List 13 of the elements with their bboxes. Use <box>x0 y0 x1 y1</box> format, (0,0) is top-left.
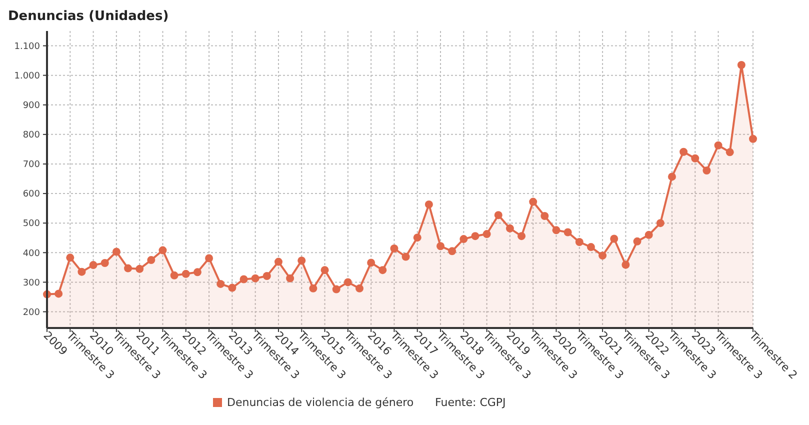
y-tick-label: 1.100 <box>14 42 40 52</box>
legend-label: Denuncias de violencia de género <box>227 396 414 409</box>
y-tick-label: 800 <box>22 130 40 141</box>
y-tick-label: 900 <box>22 101 40 112</box>
y-tick-label: 300 <box>22 278 40 288</box>
y-tick-label: 1.000 <box>14 71 40 82</box>
y-tick-label: 500 <box>22 219 40 230</box>
chart-title: Denuncias (Unidades) <box>8 9 169 24</box>
y-tick-label: 700 <box>22 160 40 170</box>
y-tick-label: 600 <box>22 190 40 200</box>
y-tick-label: 200 <box>22 308 40 318</box>
y-tick-label: 400 <box>22 248 40 259</box>
source-note: Fuente: CGPJ <box>435 396 506 409</box>
